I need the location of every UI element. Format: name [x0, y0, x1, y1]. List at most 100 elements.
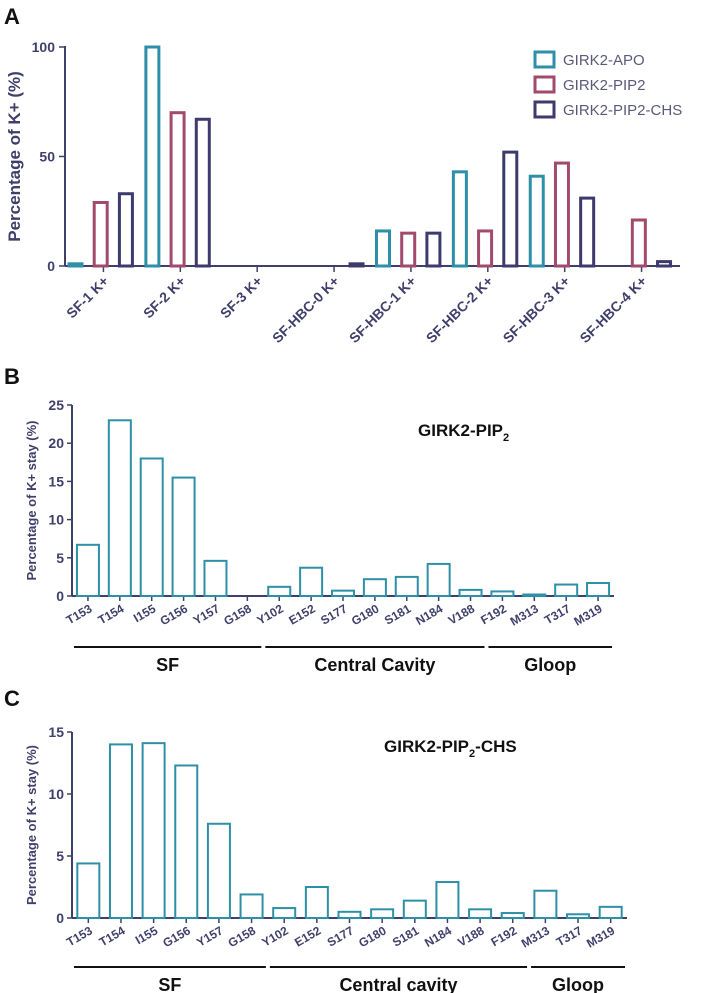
a-bar [630, 218, 647, 268]
c-x-tick-label: G158 [226, 923, 259, 950]
a-bar [656, 260, 673, 268]
panel-a-letter: A [4, 4, 20, 29]
panel-b: B GIRK2-PIP2 0 5 10 15 20 25 Percentage of K+ … [4, 364, 614, 675]
b-x-tick-label: F192 [478, 601, 509, 627]
a-bar [348, 262, 365, 268]
panel-a: A 0 50 100 Percentage of K+ (%) SF-1 K+ SF-2 … [4, 4, 682, 346]
a-x-tick-label: SF-HBC-3 K+ [500, 273, 573, 346]
b-bar [586, 582, 611, 598]
b-bar [75, 543, 100, 598]
a-bar [67, 262, 84, 268]
a-bar [400, 231, 417, 268]
b-bar [554, 583, 579, 597]
b-x-tick-label: M313 [508, 601, 541, 628]
c-x-tick-label: F192 [489, 923, 520, 949]
legend-label: GIRK2-PIP2 [563, 77, 646, 94]
c-bar [500, 912, 525, 919]
c-bar [141, 742, 166, 919]
b-bar [394, 575, 419, 598]
c-y-tick-label: 0 [56, 910, 64, 926]
b-y-axis-label: Percentage of K+ stay (%) [24, 420, 39, 580]
b-x-tick-label: T317 [542, 601, 573, 627]
b-x-tick-label: T153 [64, 601, 95, 627]
c-x-tick-label: V188 [455, 923, 487, 949]
c-x-tick-label: M319 [584, 923, 617, 950]
b-bar [490, 590, 515, 598]
legend-swatch [533, 50, 556, 69]
panel-a-legend: GIRK2-APO GIRK2-PIP2 GIRK2-PIP2-CHS [533, 50, 682, 119]
b-x-tick-label: S181 [382, 601, 414, 627]
a-x-tick-label: SF-HBC-1 K+ [346, 273, 419, 346]
panel-c-title-sub: 2 [469, 748, 475, 760]
legend-swatch [533, 75, 556, 94]
b-x-tick-label: I155 [131, 601, 159, 625]
c-bar [402, 899, 427, 920]
b-bar [522, 593, 547, 597]
c-bar [108, 743, 133, 920]
b-x-tick-label: M319 [572, 601, 605, 628]
a-bar [144, 45, 161, 268]
a-bar [451, 170, 468, 268]
a-bar [477, 229, 494, 268]
b-y-tick-label: 0 [56, 588, 64, 604]
a-bar [553, 161, 570, 268]
b-bar [426, 562, 451, 597]
b-x-tick-label: V188 [446, 601, 478, 627]
c-x-tick-label: N184 [422, 923, 454, 950]
a-x-tick-label: SF-HBC-0 K+ [269, 273, 342, 346]
a-y-tick-label: 100 [32, 39, 56, 55]
a-x-tick-label: SF-HBC-4 K+ [576, 273, 649, 346]
a-bar [117, 192, 134, 268]
a-y-tick-label: 0 [47, 258, 55, 274]
b-group-label: Central Cavity [314, 655, 435, 675]
a-x-tick-label: SF-3 K+ [217, 273, 265, 321]
c-bar [533, 889, 558, 919]
panel-c-title-suffix: -CHS [475, 737, 517, 756]
c-group-label: Central cavity [339, 975, 457, 993]
b-bar [107, 419, 132, 597]
a-bar [425, 231, 442, 268]
b-x-tick-label: G158 [221, 601, 254, 628]
b-y-tick-label: 15 [48, 473, 64, 489]
b-bar [362, 578, 387, 598]
a-bar [92, 200, 109, 268]
a-y-axis-label: Percentage of K+ (%) [5, 71, 24, 242]
c-x-tick-label: G180 [356, 923, 389, 950]
panel-b-letter: B [4, 364, 20, 389]
a-x-tick-label: SF-2 K+ [140, 273, 188, 321]
legend-label: GIRK2-APO [563, 52, 645, 69]
c-bar [206, 822, 231, 920]
b-y-tick-label: 20 [48, 435, 64, 451]
panel-b-title: GIRK2-PIP2 [418, 421, 509, 444]
c-bar [304, 886, 329, 919]
c-group-label: SF [158, 975, 181, 993]
a-bar [579, 196, 596, 268]
b-bar [139, 457, 164, 598]
legend-label: GIRK2-PIP2-CHS [563, 102, 682, 119]
c-x-tick-label: G156 [160, 923, 193, 950]
c-x-tick-label: Y102 [259, 923, 291, 949]
c-x-tick-label: Y157 [194, 923, 226, 949]
panel-c-title-main: GIRK2-PIP [384, 737, 469, 756]
c-x-tick-label: S181 [390, 923, 422, 949]
b-x-tick-label: Y102 [254, 601, 286, 627]
c-y-tick-label: 15 [48, 724, 64, 740]
c-bar [370, 908, 395, 920]
a-x-tick-label: SF-1 K+ [63, 273, 111, 321]
panel-b-title-sub: 2 [503, 432, 509, 444]
a-bar [169, 111, 186, 268]
c-x-tick-label: E152 [292, 923, 324, 949]
panel-b-title-main: GIRK2-PIP [418, 421, 503, 440]
c-x-tick-label: T153 [64, 923, 95, 949]
b-x-tick-label: E152 [286, 601, 318, 627]
b-y-tick-label: 10 [48, 512, 64, 528]
b-bar [267, 585, 292, 597]
c-x-tick-label: T154 [97, 923, 128, 949]
b-x-tick-label: Y157 [191, 601, 223, 627]
c-bar [435, 881, 460, 919]
panel-c-letter: C [4, 686, 20, 711]
b-x-tick-label: S177 [318, 601, 350, 627]
b-x-tick-label: G180 [349, 601, 382, 628]
a-x-tick-label: SF-HBC-2 K+ [423, 273, 496, 346]
